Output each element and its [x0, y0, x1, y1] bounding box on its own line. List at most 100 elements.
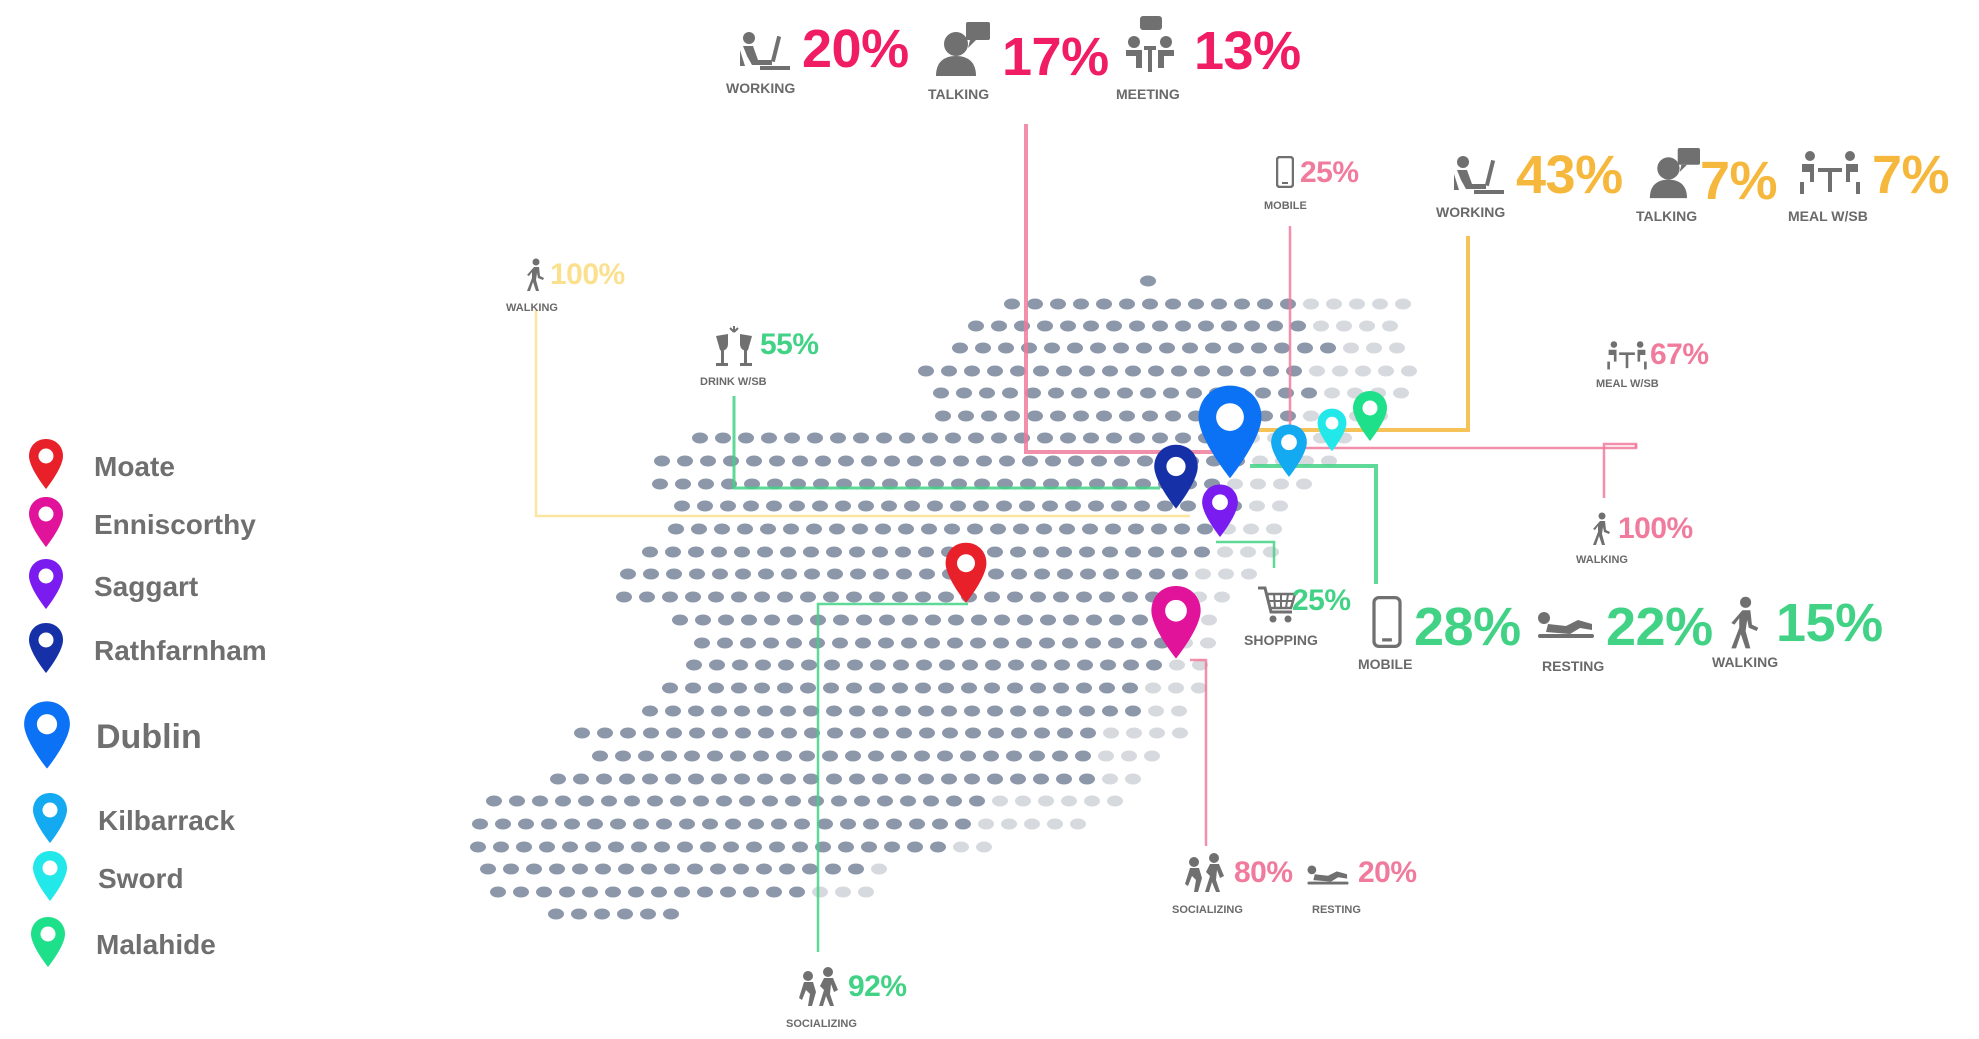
legend-item-dublin[interactable]: Dublin [22, 700, 202, 775]
map-dot [710, 863, 726, 875]
map-dot [1099, 591, 1115, 603]
map-dot [1056, 365, 1072, 377]
location-pin-red-icon [945, 542, 987, 603]
map-dot [689, 727, 705, 739]
map-dot [987, 365, 1003, 377]
map-dot [562, 841, 578, 853]
connector-line [1216, 540, 1276, 568]
stat-value: 20% [802, 19, 909, 79]
legend-item-enniscorthy[interactable]: Enniscorthy [28, 496, 256, 553]
legend-item-moate[interactable]: Moate [28, 438, 175, 495]
map-dot [1129, 320, 1145, 332]
map-dot [578, 795, 594, 807]
map-dot [734, 546, 750, 558]
map-dot [942, 727, 958, 739]
map-dot [1016, 637, 1032, 649]
map-dot [738, 432, 754, 444]
stat-value: 80% [1234, 856, 1293, 889]
map-dot [700, 455, 716, 467]
map-dot [766, 886, 782, 898]
map-dot [1047, 818, 1063, 830]
map-dot [941, 705, 957, 717]
map-dot [618, 863, 634, 875]
location-pin-red-icon [28, 438, 64, 495]
map-dot [1113, 342, 1129, 354]
map-dot [794, 818, 810, 830]
resting-icon [1538, 612, 1594, 638]
map-dot [800, 591, 816, 603]
map-dot [1117, 387, 1133, 399]
location-pin-navy-icon [1154, 444, 1198, 509]
legend-label: Kilbarrack [98, 804, 235, 836]
connector-line [1190, 658, 1208, 846]
map-dot [939, 659, 955, 671]
map-dot [1131, 637, 1147, 649]
map-dot [1169, 659, 1185, 671]
map-dot [642, 773, 658, 785]
map-dot [1045, 455, 1061, 467]
walking-icon [527, 258, 544, 291]
map-dot [493, 841, 509, 853]
map-dot [1027, 298, 1043, 310]
map-dot [884, 455, 900, 467]
map-dot [1372, 298, 1388, 310]
legend-label: Enniscorthy [94, 508, 256, 540]
location-pin-green-icon [1353, 391, 1387, 441]
map-dot [1122, 682, 1138, 694]
map-dot [930, 455, 946, 467]
legend-item-rathfarnham[interactable]: Rathfarnham [28, 622, 267, 679]
walking-icon [1593, 512, 1610, 545]
map-dot [620, 568, 636, 580]
map-dot [1257, 298, 1273, 310]
map-dot [1125, 705, 1141, 717]
map-dot [585, 841, 601, 853]
map-dot [1273, 478, 1289, 490]
map-dot [1025, 387, 1041, 399]
map-dot [712, 568, 728, 580]
map-dot [672, 614, 688, 626]
map-dot [766, 500, 782, 512]
map-dot [1010, 546, 1026, 558]
map-dot [754, 682, 770, 694]
map-dot [1111, 500, 1127, 512]
stat-caption: RESTING [1542, 658, 1605, 674]
legend-item-malahide[interactable]: Malahide [30, 916, 216, 973]
map-dot [1152, 320, 1168, 332]
map-dot [780, 705, 796, 717]
socializing-icon [1185, 853, 1224, 892]
map-dot [1194, 546, 1210, 558]
map-dot [741, 614, 757, 626]
map-dot [1128, 523, 1144, 535]
map-dot [1063, 614, 1079, 626]
map-dot [1010, 705, 1026, 717]
map-dot [849, 705, 865, 717]
map-dot [1303, 410, 1319, 422]
map-dot [799, 750, 815, 762]
map-dot [1036, 523, 1052, 535]
map-dot [686, 659, 702, 671]
stat-value: 55% [760, 328, 819, 361]
map-dot [708, 591, 724, 603]
map-dot [656, 818, 672, 830]
map-dot [1071, 387, 1087, 399]
stat-caption: MEAL W/SB [1788, 208, 1868, 224]
map-dot [826, 773, 842, 785]
map-dot [825, 863, 841, 875]
map-dot [1017, 614, 1033, 626]
map-dot [916, 659, 932, 671]
legend-item-saggart[interactable]: Saggart [28, 558, 198, 615]
legend-item-kilbarrack[interactable]: Kilbarrack [32, 792, 235, 849]
legend-item-sword[interactable]: Sword [32, 850, 184, 907]
map-dot [769, 455, 785, 467]
map-dot [541, 818, 557, 830]
map-dot [870, 659, 886, 671]
map-dot [708, 682, 724, 694]
map-dot [833, 614, 849, 626]
map-dot [991, 432, 1007, 444]
map-dot [1077, 659, 1093, 671]
map-dot [1059, 523, 1075, 535]
map-dot [539, 841, 555, 853]
map-dot [1027, 410, 1043, 422]
map-dot [1395, 298, 1411, 310]
location-pin-violet-icon [1202, 484, 1238, 537]
